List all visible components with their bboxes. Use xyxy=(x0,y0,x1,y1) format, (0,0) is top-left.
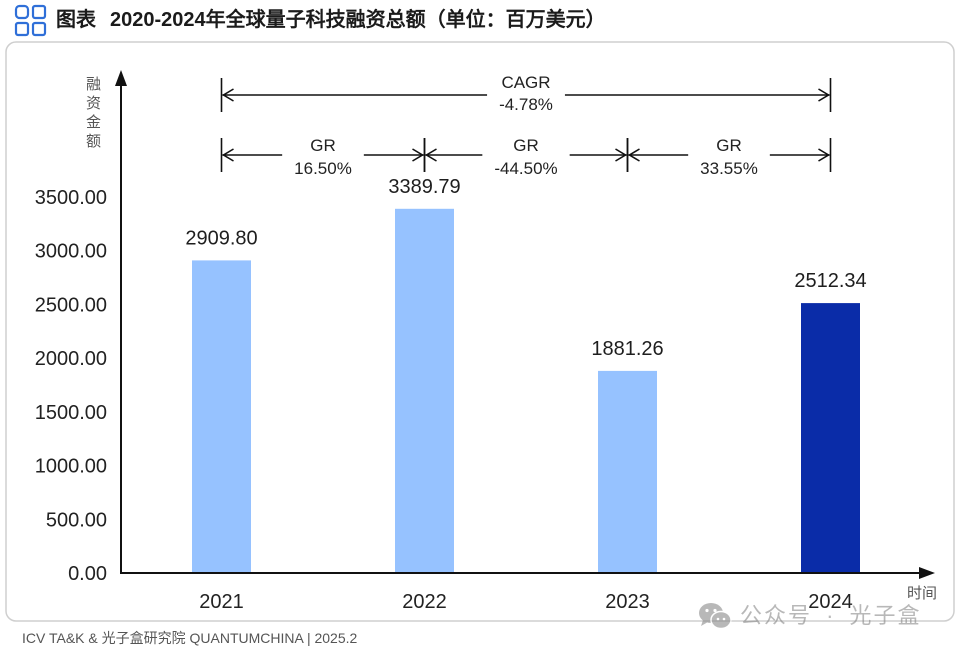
x-tick-label: 2022 xyxy=(402,591,447,613)
y-tick-label: 0.00 xyxy=(68,563,107,585)
watermark-text: 公众号 · 光子盒 xyxy=(740,601,922,631)
gr-annotation-3-value: 33.55% xyxy=(700,159,758,178)
watermark: 公众号 · 光子盒 xyxy=(698,601,922,631)
growth-annotations: CAGR -4.78% GR 16.50% GR -44.50% GR 33.55% xyxy=(222,73,831,178)
bars-group xyxy=(192,209,860,573)
y-tick-label: 1500.00 xyxy=(35,402,107,424)
bar-2023 xyxy=(598,371,657,573)
value-label: 2512.34 xyxy=(794,270,866,292)
y-tick-label: 500.00 xyxy=(46,509,107,531)
x-axis-arrowhead xyxy=(919,567,935,579)
wechat-icon-bubble-small xyxy=(711,612,731,629)
cagr-annotation-label: CAGR xyxy=(501,73,550,92)
cagr-annotation-value: -4.78% xyxy=(499,95,553,114)
wechat-icon-eye xyxy=(723,618,726,621)
gr-annotation-2-value: -44.50% xyxy=(494,159,557,178)
gr-annotation-2-label: GR xyxy=(513,136,539,155)
value-label: 2909.80 xyxy=(185,227,257,249)
gr-annotation-1-label: GR xyxy=(310,136,336,155)
cagr-annotation: CAGR -4.78% xyxy=(222,73,831,114)
gr-annotation-3: GR 33.55% xyxy=(628,136,831,178)
y-tick-label: 2500.00 xyxy=(35,294,107,316)
value-label: 1881.26 xyxy=(591,338,663,360)
x-tick-label: 2021 xyxy=(199,591,244,613)
y-axis-label: 融资金额 xyxy=(83,76,101,152)
source-footer: ICV TA&K & 光子盒研究院 QUANTUMCHINA | 2025.2 xyxy=(22,629,357,647)
wechat-icon xyxy=(698,602,732,630)
value-labels: 2909.80 3389.79 1881.26 2512.34 xyxy=(185,176,866,360)
gr-annotation-2: GR -44.50% xyxy=(425,136,628,178)
wechat-icon-eye xyxy=(713,609,716,612)
gr-annotation-3-label: GR xyxy=(716,136,742,155)
gr-annotation-1: GR 16.50% xyxy=(222,136,425,178)
x-tick-label: 2023 xyxy=(605,591,650,613)
bar-2022 xyxy=(395,209,454,573)
y-tick-label: 3500.00 xyxy=(35,187,107,209)
wechat-icon-eye xyxy=(705,609,708,612)
y-axis-arrowhead xyxy=(115,70,127,86)
bar-2024 xyxy=(801,303,860,573)
value-label: 3389.79 xyxy=(388,176,460,198)
y-tick-label: 3000.00 xyxy=(35,241,107,263)
gr-annotation-1-value: 16.50% xyxy=(294,159,352,178)
y-tick-labels: 0.00 500.00 1000.00 1500.00 2000.00 2500.00 30… xyxy=(35,187,107,585)
wechat-icon-eye xyxy=(717,618,720,621)
bar-2021 xyxy=(192,260,251,573)
y-tick-label: 1000.00 xyxy=(35,456,107,478)
y-tick-label: 2000.00 xyxy=(35,348,107,370)
